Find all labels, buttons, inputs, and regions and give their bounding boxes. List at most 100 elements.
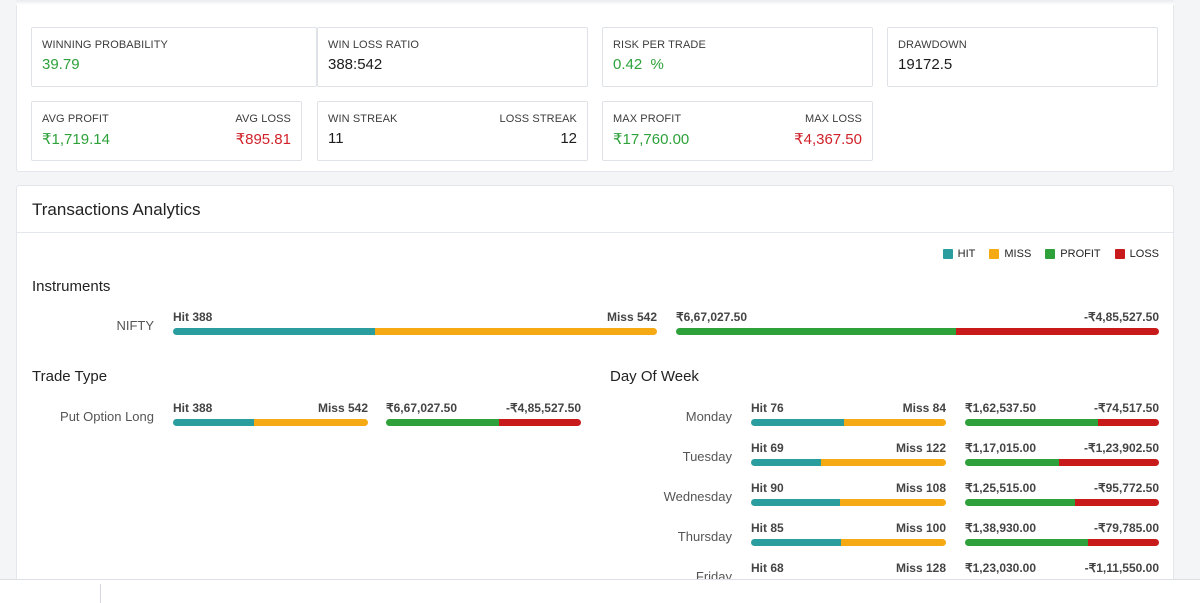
miss-label: Miss 108 [895,481,946,495]
miss-label: Miss 542 [606,310,657,324]
hit-label: Hit 90 [751,481,784,495]
loss-label: -₹95,772.50 [1093,481,1159,495]
hit-miss-bar-track [751,539,946,546]
miss-segment [254,419,368,426]
trade-type-profit-loss-bar[interactable]: ₹6,67,027.50 -₹4,85,527.50 [386,401,581,426]
loss-label: -₹74,517.50 [1093,401,1159,415]
trade-type-hit-miss-bar[interactable]: Hit 388 Miss 542 [173,401,368,426]
profit-swatch [1045,249,1056,259]
drawdown-label: DRAWDOWN [898,39,967,51]
profit-loss-bar-track [965,419,1159,426]
profit-segment [965,539,1089,546]
avg-profit-loss-card: AVG PROFIT ₹1,719.14 AVG LOSS ₹895.81 [31,101,302,161]
miss-swatch [989,249,1000,259]
hit-segment [173,419,255,426]
miss-label: Miss 542 [317,401,368,415]
day-label-monday: Monday [685,409,732,424]
winning-probability-value: 39.79 [42,56,80,73]
profit-label: ₹1,25,515.00 [965,481,1037,495]
profit-segment [386,419,499,426]
avg-loss-label: AVG LOSS [235,113,291,125]
legend-profit[interactable]: PROFIT [1045,248,1101,260]
day-label-thursday: Thursday [677,529,732,544]
loss-segment [955,328,1159,335]
legend-profit-label: PROFIT [1060,248,1101,260]
instrument-hit-miss-bar[interactable]: Hit 388 Miss 542 [173,310,657,335]
avg-profit-label: AVG PROFIT [42,113,109,125]
miss-segment [840,539,946,546]
risk-per-trade-value: 0.42 % [613,56,664,73]
hit-miss-bar-track [751,499,946,506]
profit-label: ₹1,23,030.00 [965,561,1037,575]
profit-loss-bar-track [965,459,1159,466]
monday-hit-miss-bar[interactable]: Hit 76 Miss 84 [751,401,946,426]
legend-loss-label: LOSS [1129,248,1159,260]
win-loss-ratio-card: WIN LOSS RATIO 388:542 [317,27,588,87]
profit-segment [965,499,1076,506]
day-label-tuesday: Tuesday [682,449,732,464]
thursday-profit-loss-bar[interactable]: ₹1,38,930.00 -₹79,785.00 [965,521,1159,546]
top-shadow [16,0,1174,5]
hit-segment [751,539,841,546]
loss-swatch [1114,249,1125,259]
miss-label: Miss 122 [895,441,946,455]
win-streak-label: WIN STREAK [328,113,398,125]
hit-miss-bar-track [751,459,946,466]
max-loss-label: MAX LOSS [804,113,862,125]
day-of-week-title: Day Of Week [610,368,699,385]
hit-miss-bar-track [173,419,368,426]
profit-label: ₹1,38,930.00 [965,521,1037,535]
legend-miss-label: MISS [1004,248,1032,260]
monday-profit-loss-bar[interactable]: ₹1,62,537.50 -₹74,517.50 [965,401,1159,426]
loss-segment [1075,499,1159,506]
instrument-profit-loss-bar[interactable]: ₹6,67,027.50 -₹4,85,527.50 [676,310,1159,335]
drawdown-card: DRAWDOWN 19172.5 [887,27,1158,87]
avg-loss-value: ₹895.81 [235,131,291,148]
loss-segment [498,419,581,426]
win-loss-ratio-label: WIN LOSS RATIO [328,39,420,51]
profit-segment [965,419,1099,426]
loss-label: -₹4,85,527.50 [1083,310,1159,324]
profit-loss-bar-track [965,499,1159,506]
miss-label: Miss 84 [902,401,946,415]
tuesday-profit-loss-bar[interactable]: ₹1,17,015.00 -₹1,23,902.50 [965,441,1159,466]
miss-label: Miss 128 [895,561,946,575]
profit-label: ₹6,67,027.50 [676,310,748,324]
profit-label: ₹1,62,537.50 [965,401,1037,415]
wednesday-hit-miss-bar[interactable]: Hit 90 Miss 108 [751,481,946,506]
loss-label: -₹79,785.00 [1093,521,1159,535]
hit-swatch [942,249,953,259]
miss-segment [821,459,946,466]
profit-loss-bar-track [386,419,581,426]
risk-per-trade-label: RISK PER TRADE [613,39,706,51]
loss-label: -₹4,85,527.50 [505,401,581,415]
hit-miss-bar-track [751,419,946,426]
hit-label: Hit 69 [751,441,784,455]
max-profit-value: ₹17,760.00 [613,131,690,148]
legend: HIT MISS PROFIT LOSS [942,248,1159,260]
trade-type-label: Put Option Long [60,409,154,424]
instruments-title: Instruments [32,278,111,295]
tuesday-hit-miss-bar[interactable]: Hit 69 Miss 122 [751,441,946,466]
hit-label: Hit 76 [751,401,784,415]
hit-segment [751,419,844,426]
legend-miss[interactable]: MISS [989,248,1031,260]
profit-segment [965,459,1060,466]
legend-hit[interactable]: HIT [942,248,976,260]
hit-segment [751,499,840,506]
miss-label: Miss 100 [895,521,946,535]
wednesday-profit-loss-bar[interactable]: ₹1,25,515.00 -₹95,772.50 [965,481,1159,506]
win-loss-ratio-value: 388:542 [328,56,383,73]
day-label-wednesday: Wednesday [663,489,732,504]
miss-segment [374,328,657,335]
legend-hit-label: HIT [957,248,976,260]
win-streak-value: 11 [328,130,344,147]
thursday-hit-miss-bar[interactable]: Hit 85 Miss 100 [751,521,946,546]
bottom-bar [0,579,1200,603]
profit-label: ₹6,67,027.50 [386,401,458,415]
legend-loss[interactable]: LOSS [1114,248,1159,260]
loss-segment [1088,539,1159,546]
risk-per-trade-card: RISK PER TRADE 0.42 % [602,27,873,87]
analytics-title: Transactions Analytics [17,186,1173,233]
bottom-divider [100,584,101,603]
